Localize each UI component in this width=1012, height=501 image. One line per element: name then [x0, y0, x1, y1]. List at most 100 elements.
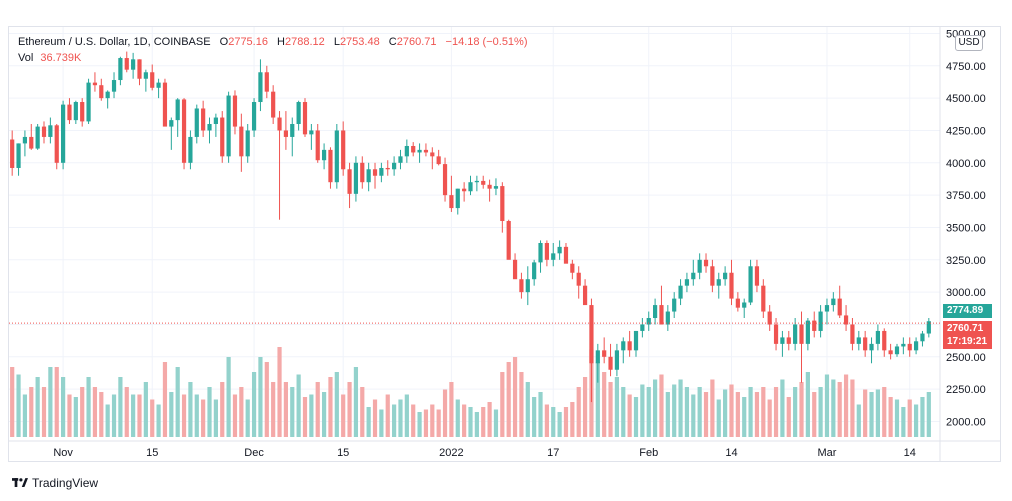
- candle-body: [169, 120, 174, 127]
- candle-body: [512, 259, 518, 280]
- volume-bar: [729, 384, 734, 437]
- volume-bar: [131, 394, 136, 437]
- candle-body: [347, 169, 352, 194]
- candle: [455, 188, 460, 215]
- candle-body: [640, 324, 645, 331]
- candle: [48, 117, 53, 144]
- volume-bar: [67, 394, 72, 437]
- volume-bar: [124, 387, 129, 437]
- volume-bar: [48, 367, 53, 437]
- y-tick-label: 3500.00: [946, 222, 986, 234]
- candle-body: [786, 337, 791, 344]
- candle-body: [334, 130, 339, 183]
- candle: [665, 305, 670, 331]
- candle-body: [500, 186, 505, 222]
- candle-body: [29, 136, 34, 149]
- volume-bar: [793, 387, 798, 437]
- candle: [646, 311, 651, 331]
- volume-bar: [220, 382, 225, 437]
- candle: [302, 98, 308, 137]
- volume-bar: [111, 394, 117, 437]
- candle: [131, 52, 136, 79]
- volume-bar: [41, 387, 47, 437]
- brand-logo[interactable]: TradingView: [12, 476, 98, 490]
- volume-bar: [188, 382, 193, 437]
- candle: [907, 337, 912, 357]
- volume-bar: [213, 399, 218, 437]
- candle: [334, 124, 339, 189]
- x-tick-label: Nov: [53, 447, 73, 459]
- candle: [137, 59, 142, 86]
- chart-frame: [8, 26, 1001, 462]
- candle-body: [773, 324, 779, 344]
- volume-bar: [417, 412, 422, 437]
- candle-body: [321, 149, 327, 161]
- y-tick-label: 2250.00: [946, 384, 986, 396]
- candle-body: [54, 125, 59, 163]
- volume-bar: [888, 397, 893, 437]
- candle: [347, 162, 352, 209]
- candle-body: [474, 180, 479, 183]
- candle-body: [793, 324, 798, 344]
- candle-body: [595, 350, 600, 364]
- candle: [882, 328, 887, 357]
- y-tick-label: 3750.00: [946, 190, 986, 202]
- candle-body: [582, 285, 588, 306]
- currency-badge[interactable]: USD: [955, 35, 983, 51]
- volume-bar: [843, 374, 849, 437]
- candle-body: [697, 259, 702, 273]
- volume-bar: [105, 404, 110, 437]
- candle-body: [41, 126, 47, 137]
- volume-bar: [442, 389, 448, 437]
- candle: [748, 259, 753, 306]
- volume-bar: [672, 384, 677, 437]
- candle: [411, 142, 416, 157]
- candle: [837, 285, 842, 319]
- volume-bar: [799, 382, 804, 437]
- volume-bar: [525, 382, 530, 437]
- candle-body: [22, 136, 28, 144]
- volume-value: 36.739K: [40, 52, 82, 64]
- candle: [595, 343, 600, 383]
- volume-bar: [462, 404, 467, 437]
- candle: [640, 318, 645, 338]
- volume-bar: [754, 392, 760, 437]
- candle-body: [481, 180, 486, 185]
- volume-bar: [773, 387, 779, 437]
- candle-body: [691, 272, 696, 280]
- brand-name: TradingView: [32, 476, 99, 490]
- volume-bar: [582, 377, 588, 437]
- volume-bar: [290, 387, 295, 437]
- candle-body: [748, 266, 753, 303]
- volume-bar: [239, 387, 244, 437]
- candle: [239, 113, 244, 172]
- candle-body: [143, 72, 148, 79]
- candle: [150, 64, 155, 91]
- candle-body: [73, 102, 78, 121]
- candle-body: [245, 130, 250, 157]
- candle-body: [264, 72, 269, 92]
- candle: [525, 266, 530, 306]
- candle-body: [551, 253, 556, 260]
- candle: [398, 149, 403, 170]
- candle: [691, 259, 696, 286]
- volume-bar: [506, 362, 511, 437]
- volume-bar: [372, 399, 378, 437]
- volume-bar: [334, 372, 339, 437]
- candle: [767, 305, 772, 331]
- volume-bar: [430, 404, 435, 437]
- candle: [481, 175, 486, 189]
- candle: [258, 59, 263, 112]
- y-tick-label: 3000.00: [946, 287, 986, 299]
- candle-body: [156, 82, 161, 88]
- volume-bar: [856, 404, 861, 437]
- volume-bar: [277, 347, 282, 437]
- volume-bar: [544, 404, 549, 437]
- x-tick-label: Dec: [244, 447, 264, 459]
- symbol-title[interactable]: Ethereum / U.S. Dollar, 1D, COINBASE: [18, 36, 211, 48]
- volume-bar: [347, 382, 352, 437]
- x-tick-label: Feb: [639, 447, 658, 459]
- volume-bar: [519, 372, 524, 437]
- volume-label[interactable]: Vol: [18, 52, 34, 64]
